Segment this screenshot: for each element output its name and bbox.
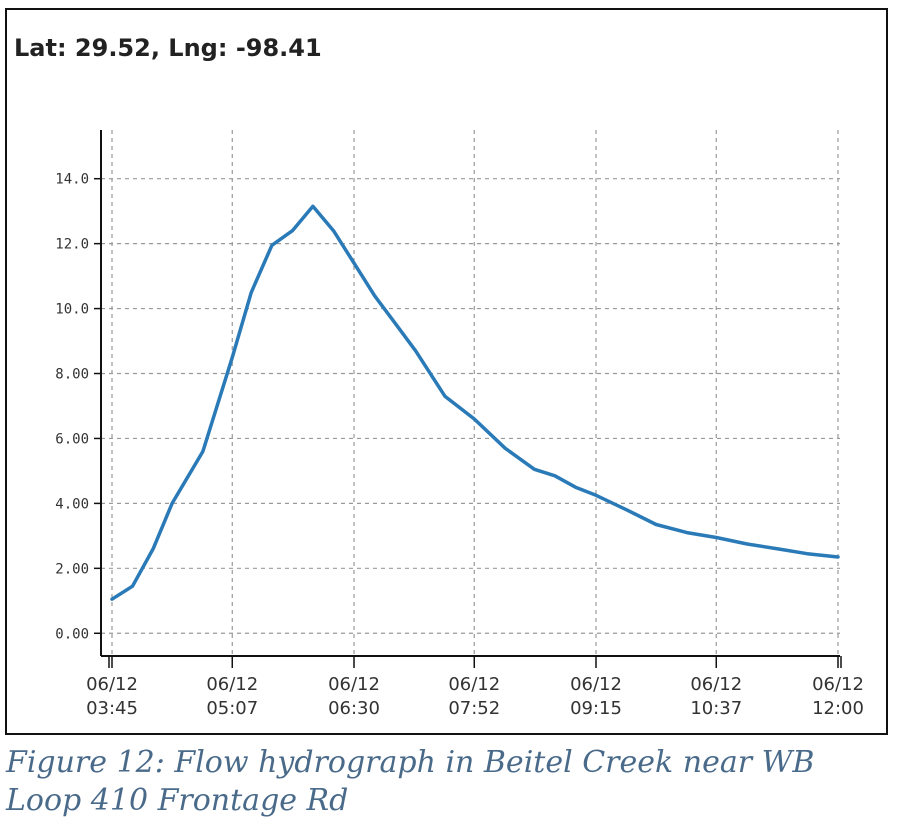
x-tick-label-time: 12:00 [812,698,864,719]
y-tick-label: 14.0 [55,172,89,188]
x-tick-label-date: 06/12 [328,674,380,695]
y-tick-label: 2.00 [55,561,89,577]
grid-lines [101,130,840,656]
y-tick-label: 8.00 [55,367,89,383]
y-tick-label: 6.00 [55,431,89,447]
y-tick-label: 10.0 [55,302,89,318]
x-tick-label-time: 09:15 [570,698,622,719]
x-axis-ticks: 06/12 03:45 06/12 05:07 06/12 06:30 06/12 07:52… [86,656,864,719]
x-tick-label-time: 10:37 [690,698,742,719]
x-tick-label-date: 06/12 [86,674,138,695]
axes [100,130,842,668]
chart-frame [5,8,888,735]
x-tick-label-time: 03:45 [86,698,138,719]
y-axis-ticks: 0.00 2.00 4.00 6.00 8.00 10.0 12.0 14.0 [55,172,101,642]
x-tick-label-date: 06/12 [690,674,742,695]
x-tick-label-time: 05:07 [206,698,258,719]
coordinates-label: Lat: 29.52, Lng: -98.41 [14,34,322,62]
hydrograph-chart: 0.00 2.00 4.00 6.00 8.00 10.0 12.0 14.0 06/12 03… [55,130,864,719]
x-tick-label-date: 06/12 [448,674,500,695]
x-tick-label-date: 06/12 [812,674,864,695]
flow-series-line [110,204,840,601]
x-tick-label-time: 07:52 [448,698,500,719]
x-tick-label-date: 06/12 [570,674,622,695]
x-tick-label-time: 06:30 [328,698,380,719]
series-group [110,204,840,601]
y-tick-label: 0.00 [55,626,89,642]
figure-caption: Figure 12: Flow hydrograph in Beitel Cre… [6,745,815,818]
y-tick-label: 12.0 [55,237,89,253]
x-tick-label-date: 06/12 [206,674,258,695]
y-tick-label: 4.00 [55,496,89,512]
